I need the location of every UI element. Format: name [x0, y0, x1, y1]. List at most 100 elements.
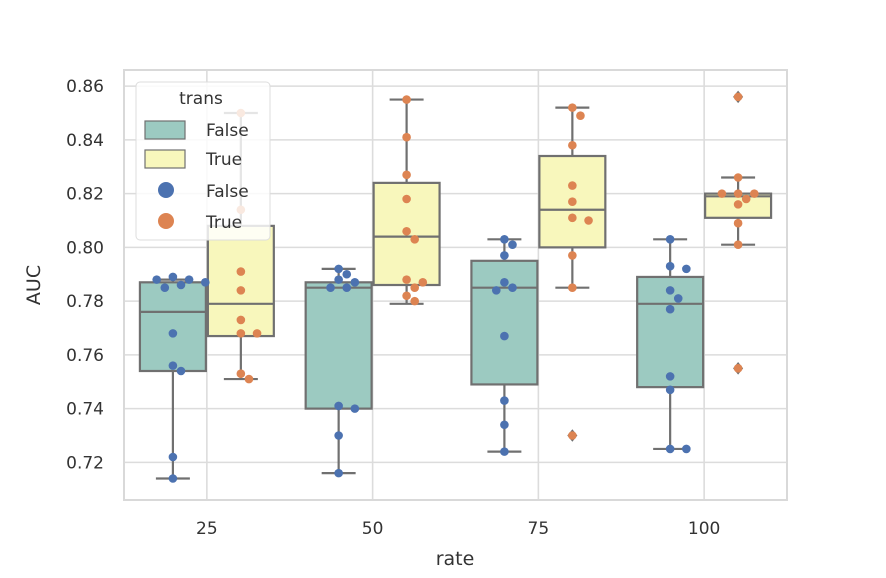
data-point-true	[717, 189, 727, 198]
data-point-false	[168, 452, 178, 462]
legend-label-point-true: True	[205, 213, 242, 233]
data-point-false	[665, 261, 675, 271]
data-point-true	[584, 216, 593, 225]
data-point-true	[576, 111, 585, 120]
data-point-true	[410, 283, 420, 292]
y-tick-label: 0.80	[66, 238, 104, 258]
data-point-false	[342, 269, 352, 279]
data-point-true	[402, 291, 411, 301]
data-point-false	[200, 278, 210, 287]
data-point-true	[741, 194, 751, 204]
data-point-false	[508, 240, 517, 249]
data-point-true	[402, 194, 411, 204]
data-point-false	[508, 283, 517, 292]
data-point-false	[500, 278, 509, 287]
data-point-true	[568, 181, 577, 190]
y-tick-label: 0.76	[66, 346, 104, 366]
data-point-true	[410, 296, 420, 306]
data-point-false	[500, 420, 509, 430]
y-tick-label: 0.74	[66, 400, 104, 420]
data-point-false	[326, 283, 335, 292]
x-tick-label: 25	[196, 519, 218, 539]
data-point-true	[236, 369, 246, 378]
data-point-true	[568, 103, 577, 112]
data-point-true	[733, 364, 743, 373]
data-point-false	[682, 444, 691, 454]
x-axis: 25 50 75 100	[196, 519, 720, 539]
y-tick-label: 0.78	[66, 292, 104, 312]
y-tick-label: 0.86	[66, 77, 104, 97]
data-point-false	[350, 278, 360, 287]
legend: trans False True False True	[135, 81, 271, 241]
data-point-true	[402, 226, 411, 236]
data-point-false	[500, 396, 509, 405]
data-point-false	[334, 468, 343, 478]
data-point-false	[665, 372, 675, 381]
legend-marker-point-false	[158, 182, 174, 198]
data-point-true	[750, 189, 759, 198]
swarm-points	[152, 92, 759, 483]
data-point-false	[665, 444, 675, 454]
legend-label-point-false: False	[206, 182, 249, 202]
data-point-false	[673, 294, 683, 303]
data-point-false	[168, 272, 178, 282]
y-axis: 0.72 0.74 0.76 0.78 0.80 0.82 0.84 0.86	[66, 77, 104, 473]
box-iqr	[304, 281, 373, 410]
data-point-false	[168, 329, 178, 338]
data-point-true	[244, 374, 254, 384]
data-point-false	[665, 385, 675, 395]
data-point-true	[236, 286, 246, 295]
box-iqr	[636, 275, 705, 389]
data-point-true	[410, 235, 420, 244]
data-point-false	[500, 235, 509, 244]
legend-marker-point-true	[158, 213, 174, 229]
legend-title: trans	[179, 89, 223, 109]
data-point-true	[402, 275, 411, 284]
data-point-true	[236, 315, 246, 325]
data-point-true	[568, 197, 577, 206]
x-tick-label: 50	[362, 519, 384, 539]
data-point-false	[350, 404, 360, 413]
data-point-false	[491, 286, 501, 295]
data-point-false	[334, 275, 343, 284]
y-tick-label: 0.84	[66, 131, 104, 151]
data-point-true	[568, 213, 577, 223]
data-point-false	[665, 235, 675, 244]
data-point-true	[568, 283, 577, 292]
legend-swatch-box-true	[144, 149, 186, 169]
data-point-false	[184, 275, 194, 284]
legend-label-box-true: True	[205, 150, 242, 170]
data-point-false	[500, 331, 509, 341]
data-point-true	[733, 92, 743, 102]
y-tick-label: 0.72	[66, 453, 104, 473]
legend-label-box-false: False	[206, 121, 249, 141]
data-point-true	[418, 278, 428, 287]
box-iqr	[138, 281, 207, 373]
y-axis-title: AUC	[23, 265, 45, 305]
data-point-true	[402, 170, 411, 180]
data-point-true	[568, 431, 577, 440]
data-point-true	[733, 173, 743, 182]
data-point-true	[402, 95, 411, 104]
data-point-true	[402, 132, 411, 142]
data-point-false	[665, 286, 675, 295]
data-point-true	[733, 200, 743, 209]
x-axis-title: rate	[436, 548, 475, 570]
data-point-false	[500, 251, 509, 260]
data-point-true	[252, 329, 262, 338]
data-point-true	[236, 329, 246, 338]
x-tick-label: 75	[528, 519, 550, 539]
data-point-false	[500, 447, 509, 456]
x-tick-label: 100	[688, 519, 720, 539]
data-point-false	[176, 366, 186, 376]
legend-swatch-box-false	[144, 120, 186, 140]
data-point-false	[176, 280, 186, 290]
data-point-true	[733, 240, 743, 249]
data-point-true	[568, 251, 577, 260]
data-point-false	[168, 361, 178, 370]
data-point-false	[342, 283, 352, 292]
data-point-false	[334, 401, 343, 411]
data-point-false	[160, 283, 170, 292]
data-point-true	[733, 189, 743, 198]
